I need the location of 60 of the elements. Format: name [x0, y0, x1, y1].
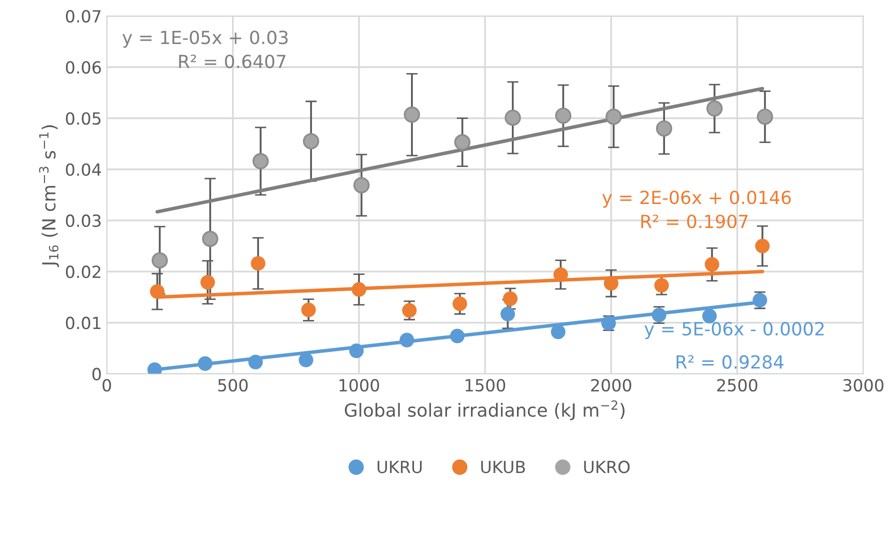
x-axis-title: Global solar irradiance (kJ m$^{−2}$) [344, 400, 625, 420]
point [402, 303, 417, 318]
y-tick-label: 0.01 [66, 316, 100, 330]
annotation: y = 2E-06x + 0.0146 [602, 190, 791, 208]
point [202, 230, 218, 247]
y-tick-label: 0.04 [66, 163, 102, 176]
annotation: y = 1E-05x + 0.03 [122, 30, 288, 48]
point [252, 153, 269, 170]
annotation: R² = 0.9284 [676, 355, 784, 369]
point [250, 256, 266, 271]
point [452, 296, 468, 312]
point [500, 306, 516, 322]
x-tick-label: 500 [218, 378, 248, 392]
x-tick-label: 0 [102, 378, 111, 392]
point [454, 134, 470, 150]
point [654, 278, 669, 293]
point [555, 108, 572, 124]
y-tick-label: 0.06 [66, 61, 101, 74]
x-tick-label: 1500 [466, 378, 506, 392]
point [756, 108, 774, 125]
point [450, 328, 465, 344]
point [352, 282, 366, 297]
x-tick-label: 2000 [591, 378, 632, 392]
y-tick-label: 0.05 [66, 112, 100, 125]
legend-label: UKRO [584, 460, 630, 474]
point [353, 177, 370, 194]
point [604, 276, 618, 291]
point [301, 302, 316, 318]
point [550, 324, 566, 340]
point [755, 238, 770, 254]
x-tick-label: 2500 [717, 378, 758, 392]
point [553, 267, 568, 282]
point [706, 100, 723, 117]
point [248, 354, 263, 370]
point [504, 110, 521, 126]
point [200, 275, 215, 290]
y-tick-label: 0.03 [66, 214, 101, 228]
legend-label: UKUB [481, 460, 525, 474]
annotation: y = 5E-06x - 0.0002 [644, 322, 824, 340]
x-tick-label: 1000 [340, 378, 380, 392]
point [400, 332, 414, 348]
point [656, 120, 672, 137]
annotation: R² = 0.6407 [179, 54, 286, 68]
annotation: R² = 0.1907 [641, 214, 748, 228]
point [298, 352, 314, 368]
y-axis-title: J$_{16}$ (N cm$^{−3}$ s$^{−1}$) [39, 125, 59, 268]
point [198, 356, 212, 371]
y-tick-label: 0.07 [66, 10, 101, 23]
point [606, 108, 622, 125]
point [704, 257, 720, 272]
point [502, 291, 518, 306]
x-tick-label: 3000 [843, 378, 884, 392]
legend-label: UKRU [378, 460, 422, 474]
point [404, 106, 420, 123]
y-tick-label: 0 [92, 368, 101, 380]
point [152, 252, 168, 268]
point [302, 133, 320, 150]
y-tick-label: 0.02 [66, 266, 100, 278]
point [150, 284, 165, 299]
point [349, 344, 364, 358]
